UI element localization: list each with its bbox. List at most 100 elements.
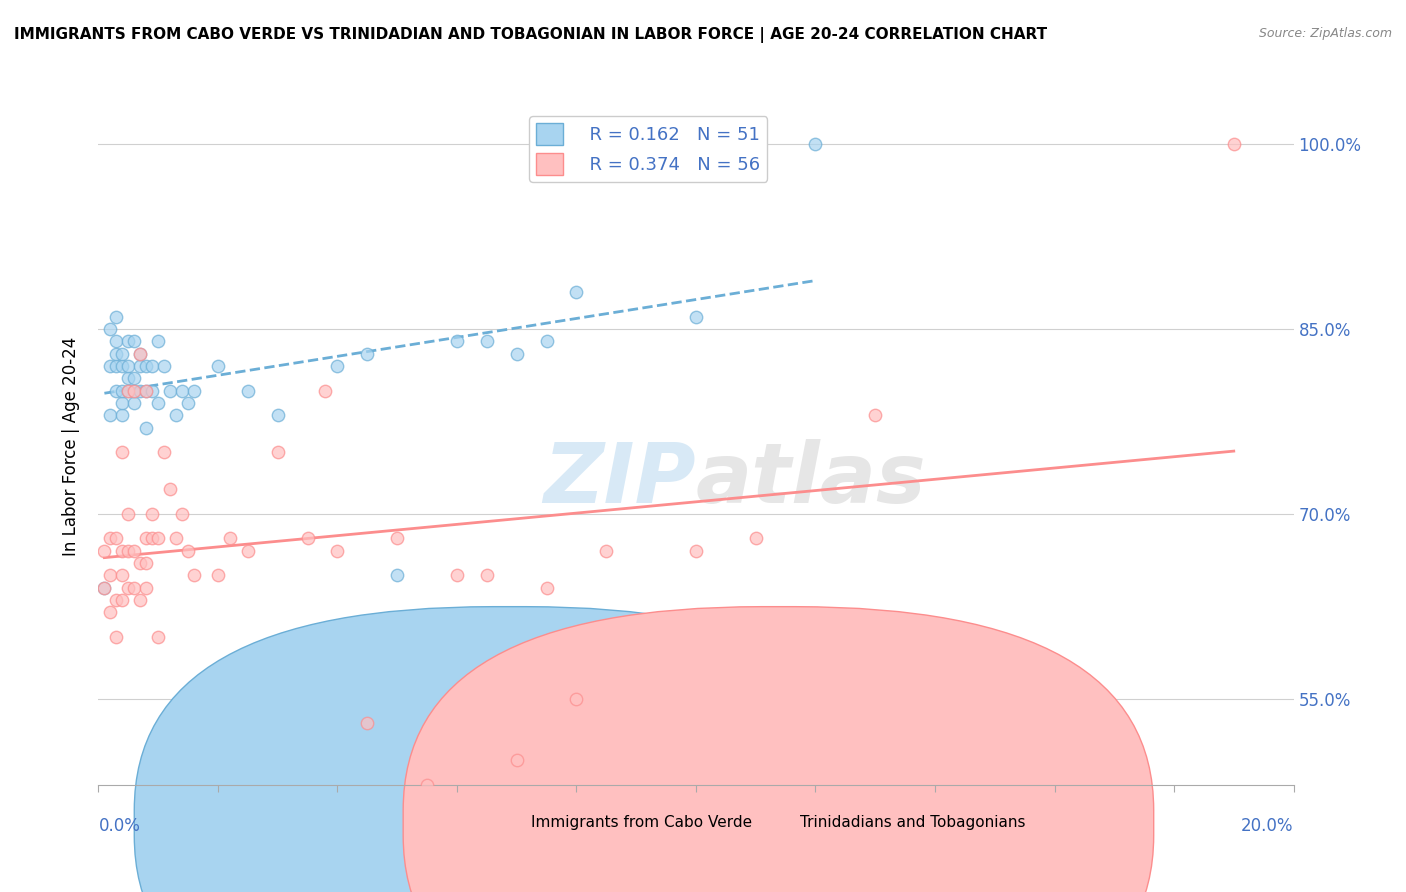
Point [183,568,205,582]
Point [98,359,122,373]
Point [416,778,439,792]
Point [148,532,170,546]
Point [685,310,707,324]
Point [153,445,176,459]
Point [183,384,205,398]
Point [124,384,146,398]
Point [105,346,128,360]
Point [165,408,187,422]
Point [135,581,157,595]
Point [172,384,194,398]
Point [536,581,558,595]
Point [98,408,122,422]
FancyBboxPatch shape [404,607,1154,892]
Point [111,445,134,459]
Point [111,346,134,360]
Point [98,322,122,336]
Point [506,346,529,360]
Point [105,593,128,607]
Point [865,408,887,422]
Point [111,568,134,582]
Point [141,384,163,398]
Point [506,753,529,767]
Point [117,371,139,385]
Legend:   R = 0.162   N = 51,   R = 0.374   N = 56: R = 0.162 N = 51, R = 0.374 N = 56 [529,116,768,182]
Point [93,581,115,595]
Point [148,630,170,644]
Point [111,593,134,607]
Point [475,334,498,349]
Point [315,384,337,398]
Text: Source: ZipAtlas.com: Source: ZipAtlas.com [1258,27,1392,40]
Point [129,384,152,398]
Y-axis label: In Labor Force | Age 20-24: In Labor Force | Age 20-24 [62,336,80,556]
Point [219,532,242,546]
Point [111,359,134,373]
Point [135,532,157,546]
Point [117,334,139,349]
Point [267,408,290,422]
Point [98,606,122,620]
Point [165,532,187,546]
Point [385,568,409,582]
Point [207,568,229,582]
Point [135,384,157,398]
Text: Trinidadians and Tobagonians: Trinidadians and Tobagonians [800,815,1025,830]
Point [685,543,707,558]
Point [804,136,827,151]
Point [105,334,128,349]
Point [141,359,163,373]
Point [129,346,152,360]
Point [124,581,146,595]
Point [117,507,139,521]
Text: atlas: atlas [696,440,927,520]
Point [135,420,157,434]
Point [117,543,139,558]
Point [745,532,768,546]
Point [105,532,128,546]
Point [111,384,134,398]
Text: Immigrants from Cabo Verde: Immigrants from Cabo Verde [531,815,752,830]
Point [141,532,163,546]
Point [385,532,409,546]
Point [159,384,181,398]
Point [105,630,128,644]
Point [117,359,139,373]
Point [475,568,498,582]
Point [159,482,181,496]
Point [129,593,152,607]
FancyBboxPatch shape [135,607,884,892]
Point [207,359,229,373]
Point [446,568,468,582]
Point [326,543,349,558]
Point [129,556,152,570]
Point [148,396,170,410]
Text: 0.0%: 0.0% [98,817,141,835]
Point [105,310,128,324]
Point [565,691,588,706]
Point [124,396,146,410]
Point [177,396,200,410]
Point [595,543,617,558]
Point [1223,136,1246,151]
Point [536,334,558,349]
Point [565,285,588,299]
Point [172,507,194,521]
Point [446,334,468,349]
Point [93,581,115,595]
Point [141,507,163,521]
Point [117,384,139,398]
Point [124,334,146,349]
Point [117,384,139,398]
Point [236,543,259,558]
Point [267,445,290,459]
Point [111,396,134,410]
Point [124,371,146,385]
Point [177,543,200,558]
Text: ZIP: ZIP [543,440,696,520]
Point [98,532,122,546]
Point [111,543,134,558]
Point [153,359,176,373]
Point [135,384,157,398]
Point [148,334,170,349]
